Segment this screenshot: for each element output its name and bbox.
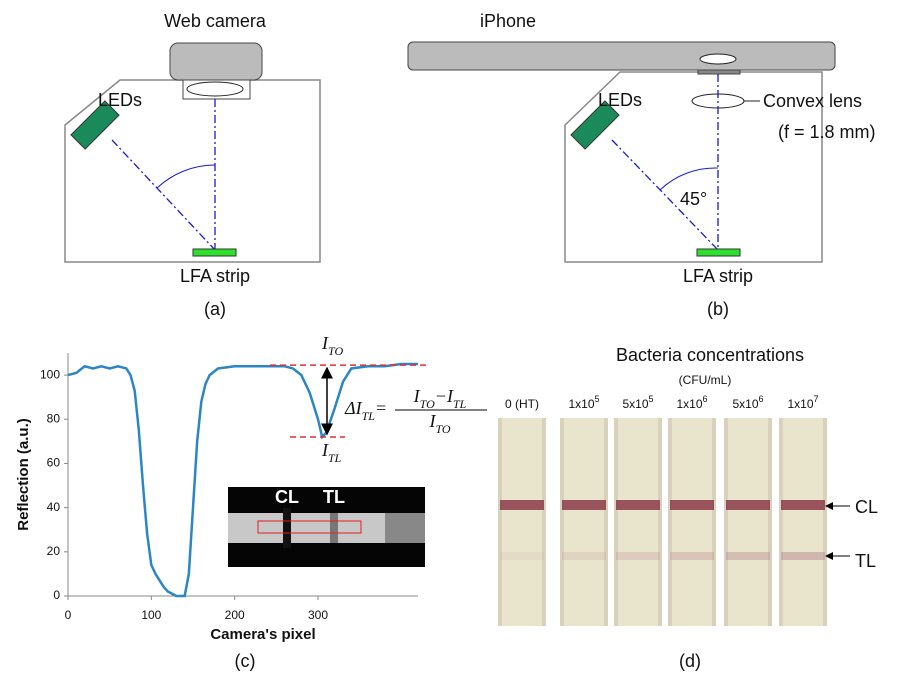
label: LFA strip: [683, 266, 753, 286]
label: LEDs: [598, 90, 642, 110]
y-tick-label: 60: [47, 456, 61, 470]
text-part: 1x10: [676, 397, 702, 411]
strip-pad: [564, 418, 604, 626]
panel-label: (b): [707, 299, 729, 319]
x-tick-label: 200: [225, 608, 245, 622]
text-part: 5x10: [622, 397, 648, 411]
inset-tl: [330, 513, 338, 543]
x-axis-label: Camera's pixel: [210, 626, 315, 643]
label: TL: [855, 551, 876, 571]
control-line: [670, 500, 714, 510]
text-part: 6: [703, 394, 708, 404]
control-line: [562, 500, 606, 510]
light-path: [112, 140, 215, 250]
label: Convex lens: [763, 91, 862, 111]
unit: (CFU/mL): [679, 373, 732, 387]
text-part: TL: [362, 409, 376, 423]
text-part: 5: [649, 394, 654, 404]
x-tick-label: 300: [308, 608, 328, 622]
text-part: TO: [420, 397, 435, 411]
label: LFA strip: [180, 266, 250, 286]
panel-label: (a): [204, 299, 226, 319]
inset-label: TL: [323, 487, 345, 507]
y-tick-label: 20: [47, 544, 61, 558]
strip: [193, 249, 236, 256]
y-axis-label: Reflection (a.u.): [15, 418, 32, 531]
y-tick-label: 100: [40, 367, 60, 381]
strip-pad: [618, 418, 658, 626]
control-line: [781, 500, 825, 510]
text-part: 1x10: [568, 397, 594, 411]
rich-text: ITO: [428, 411, 450, 436]
strip-pad: [672, 418, 712, 626]
x-tick-label: 0: [65, 608, 72, 622]
control-line: [616, 500, 660, 510]
panel-d: Bacteria concentrations (CFU/mL) 0 (HT) 1x1…: [498, 345, 878, 671]
label: CL: [855, 497, 878, 517]
angle-arc: [660, 168, 718, 190]
text-part: 1x10: [787, 397, 813, 411]
panel-label: (c): [235, 651, 256, 671]
text-part: 6: [759, 394, 764, 404]
y-tick-label: 80: [47, 411, 61, 425]
angle-label: 45°: [680, 189, 707, 209]
label: iPhone: [480, 11, 536, 31]
text-part: TO: [328, 344, 343, 358]
inset-strip-end: [385, 513, 425, 543]
rich-text: ITO−ITL: [413, 386, 467, 411]
strip-pad: [728, 418, 768, 626]
camera-body: [170, 43, 262, 80]
phone-camera: [698, 70, 740, 74]
panel-c: 0 20 40 60 80 100 0 100 200 300 Camera's pixel Refl…: [15, 333, 487, 671]
title: Bacteria concentrations: [616, 345, 804, 365]
test-line: [670, 552, 714, 560]
text-part: TO: [435, 422, 450, 436]
strip-pad: [502, 418, 542, 626]
angle-arc: [157, 165, 215, 188]
label: (f = 1.8 mm): [778, 122, 876, 142]
test-line: [616, 552, 660, 560]
panel-a: Web camera LEDs LFA strip (a): [65, 11, 320, 319]
strip: [697, 249, 740, 256]
phone-body: [408, 42, 835, 70]
rich-text: 1x105: [568, 394, 599, 411]
rich-text: 5x106: [732, 394, 763, 411]
text-part: 7: [814, 394, 819, 404]
rich-text: ITL: [321, 440, 342, 465]
lens: [187, 82, 243, 96]
control-line: [726, 500, 770, 510]
text-part: 0 (HT): [505, 397, 539, 411]
test-line: [726, 552, 770, 560]
x-tick-label: 100: [141, 608, 161, 622]
rich-text: 0 (HT): [505, 397, 539, 411]
y-tick-label: 40: [47, 500, 61, 514]
label: LEDs: [98, 90, 142, 110]
phone-lens: [700, 54, 736, 64]
rich-text: 1x106: [676, 394, 707, 411]
rich-text: 1x107: [787, 394, 818, 411]
panel-b: iPhone LEDs Convex lens (f = 1.8 mm) 45°…: [408, 11, 876, 319]
inset-label: CL: [275, 487, 299, 507]
y-tick-label: 0: [53, 588, 60, 602]
text-part: TL: [453, 397, 467, 411]
strip-pad: [783, 418, 823, 626]
rich-text: ΔITL=: [344, 398, 387, 423]
text-part: ΔI: [344, 398, 363, 418]
panel-label: (d): [679, 651, 701, 671]
text-part: =: [375, 398, 387, 418]
test-line: [500, 552, 544, 560]
test-line: [781, 552, 825, 560]
figure: Web camera LEDs LFA strip (a) iPhone LED…: [0, 0, 902, 682]
text-part: 5: [595, 394, 600, 404]
control-line: [500, 500, 544, 510]
test-line: [562, 552, 606, 560]
rich-text: 5x105: [622, 394, 653, 411]
label: Web camera: [164, 11, 267, 31]
rich-text: ITO: [321, 333, 343, 358]
inset-cl: [283, 508, 291, 548]
text-part: 5x10: [732, 397, 758, 411]
text-part: TL: [328, 451, 342, 465]
text-part: −: [435, 386, 447, 406]
